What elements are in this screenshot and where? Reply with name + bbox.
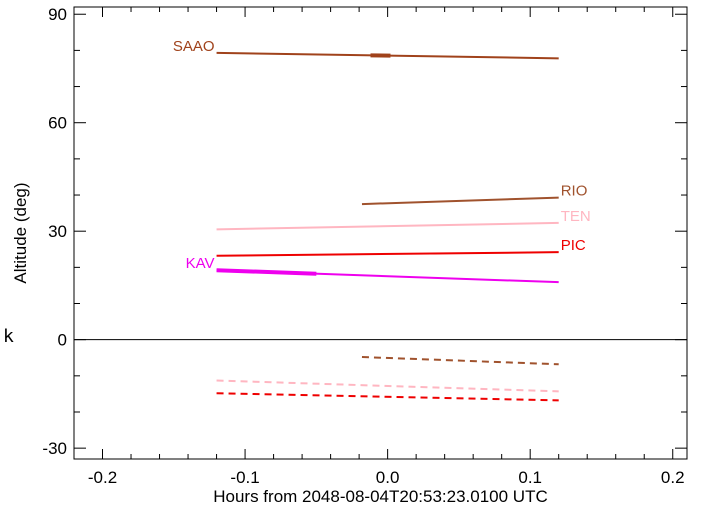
rio-label: RIO [561, 183, 588, 200]
x-axis-label: Hours from 2048-08-04T20:53:23.0100 UTC [213, 487, 548, 506]
pic-track [216, 251, 559, 257]
y-axis-label: Altitude (deg) [11, 182, 30, 283]
kav-label: KAV [186, 255, 215, 272]
x-tick-label: 0.2 [661, 468, 685, 487]
dashed-below-horizon-track [361, 356, 559, 366]
stray-k-mark: k [3, 326, 14, 347]
axis-ticks [73, 7, 687, 459]
pic-label: PIC [561, 237, 586, 254]
series-labels: SAAO RIO TEN PIC KAV [173, 38, 591, 272]
y-tick-label: -30 [42, 439, 67, 458]
ten-track [216, 221, 559, 231]
rio-track [361, 196, 559, 206]
ten-label: TEN [561, 208, 591, 225]
tick-labels: -0.2 -0.1 0.0 0.1 0.2 -30 0 30 60 90 [42, 5, 684, 487]
dashed-below-horizon-track [216, 379, 559, 393]
y-tick-label: 30 [48, 222, 67, 241]
y-tick-label: 0 [58, 331, 67, 350]
x-tick-label: -0.2 [88, 468, 117, 487]
kav-highlight [216, 268, 317, 276]
y-tick-label: 90 [48, 5, 67, 24]
saao-label: SAAO [173, 38, 215, 55]
x-tick-label: 0.0 [376, 468, 400, 487]
x-tick-label: -0.1 [230, 468, 259, 487]
dashed-below-horizon-track [216, 392, 559, 402]
y-tick-label: 60 [48, 114, 67, 133]
x-tick-label: 0.1 [518, 468, 542, 487]
series-group [216, 51, 559, 402]
plot-frame [73, 6, 688, 460]
